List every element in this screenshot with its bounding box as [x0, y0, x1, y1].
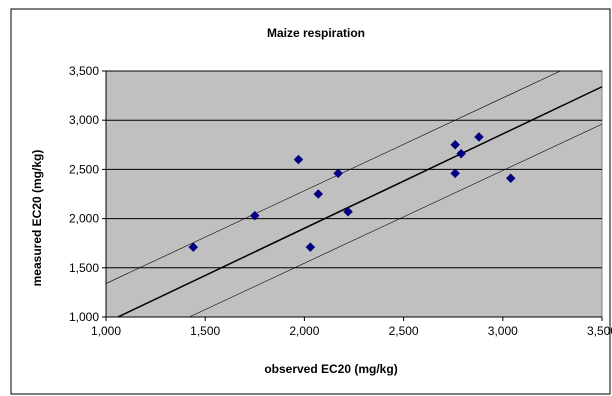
- y-tick-label: 3,500: [69, 64, 99, 78]
- y-tick-label: 1,500: [69, 261, 99, 275]
- y-tick-label: 2,000: [69, 212, 99, 226]
- y-tick-label: 1,000: [69, 310, 99, 324]
- reference-lines: [105, 70, 603, 318]
- chart-title: Maize respiration: [267, 26, 365, 40]
- x-tick-label: 3,500: [587, 324, 612, 338]
- data-point: [505, 173, 516, 184]
- x-axis-label: observed EC20 (mg/kg): [264, 362, 397, 376]
- data-point: [474, 132, 484, 142]
- y-tick-label: 2,500: [69, 162, 99, 176]
- data-point: [450, 168, 461, 179]
- data-point: [333, 168, 343, 179]
- reference-line-lower: [189, 123, 603, 318]
- data-point: [249, 210, 260, 221]
- y-tick-label: 3,000: [69, 113, 99, 127]
- data-point: [313, 189, 324, 199]
- x-tick-label: 3,000: [488, 324, 518, 338]
- y-axis-ticks: 1,000 1,500 2,000 2,500 3,000 3,500: [69, 64, 107, 324]
- data-point: [293, 154, 304, 165]
- plot-area: [105, 70, 603, 318]
- x-tick-label: 2,000: [289, 324, 319, 338]
- data-point: [343, 206, 353, 217]
- x-tick-label: 1,500: [190, 324, 220, 338]
- x-axis-ticks: 1,000 1,500 2,000 2,500 3,000 3,500: [91, 316, 612, 338]
- data-points: [188, 132, 516, 252]
- data-point: [305, 242, 316, 252]
- y-axis-label: measured EC20 (mg/kg): [30, 150, 44, 287]
- data-point: [450, 139, 461, 150]
- reference-line-upper: [105, 70, 561, 284]
- reference-line-center: [117, 86, 603, 318]
- data-point: [456, 148, 466, 159]
- data-point: [188, 242, 199, 252]
- x-tick-label: 1,000: [91, 324, 121, 338]
- x-tick-label: 2,500: [389, 324, 419, 338]
